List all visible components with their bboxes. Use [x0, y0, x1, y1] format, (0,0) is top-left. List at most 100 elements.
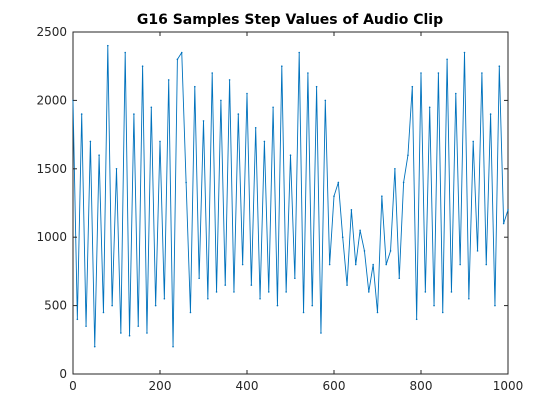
data-point — [372, 263, 374, 266]
data-point — [272, 106, 274, 109]
data-point — [194, 85, 196, 88]
data-point — [98, 154, 100, 156]
data-point — [472, 140, 475, 143]
data-point — [128, 334, 131, 337]
data-point — [93, 345, 96, 348]
data-point — [289, 154, 292, 156]
x-tick-label: 800 — [410, 379, 433, 393]
data-point — [441, 311, 444, 314]
data-point — [133, 113, 135, 115]
data-point — [415, 318, 418, 321]
data-point — [176, 58, 179, 61]
y-tick-label: 2000 — [36, 93, 67, 107]
data-point — [463, 51, 466, 54]
data-point — [446, 58, 448, 61]
data-point — [476, 250, 479, 252]
data-point — [385, 263, 388, 266]
data-point — [80, 113, 83, 115]
data-point — [437, 72, 440, 74]
data-point — [485, 263, 488, 266]
x-tick-label: 0 — [69, 379, 77, 393]
data-point — [159, 140, 161, 143]
x-tick-label: 1000 — [493, 379, 524, 393]
data-point — [250, 284, 253, 286]
data-point — [354, 263, 357, 266]
data-point — [267, 291, 270, 293]
data-point — [150, 106, 153, 109]
data-point — [89, 140, 92, 143]
data-point — [102, 311, 105, 314]
y-tick-label: 1000 — [36, 230, 67, 244]
data-point — [494, 304, 496, 307]
data-point — [233, 291, 235, 293]
data-point — [459, 263, 461, 266]
data-point — [468, 297, 470, 300]
data-point — [111, 304, 113, 307]
data-point — [207, 297, 209, 300]
data-point — [407, 154, 409, 156]
data-point — [450, 291, 453, 293]
data-point — [163, 297, 166, 300]
data-point — [228, 79, 231, 81]
data-point — [394, 168, 396, 170]
data-point — [315, 85, 318, 88]
data-point — [285, 291, 287, 293]
data-point — [346, 284, 348, 286]
x-axis: 0 200 400 600 800 1000 — [69, 32, 523, 393]
data-point — [389, 250, 392, 252]
data-point — [420, 72, 422, 74]
data-point — [281, 65, 283, 67]
series-layer — [72, 44, 509, 348]
data-point — [298, 51, 301, 54]
y-axis: 0 500 1000 1500 2000 2500 — [36, 25, 508, 381]
data-point — [259, 297, 261, 300]
data-point — [302, 311, 305, 314]
plot-area: 0 200 400 600 800 1000 0 500 1000 1500 2000 2500 — [36, 25, 523, 393]
data-point — [359, 229, 361, 232]
data-point — [107, 44, 109, 47]
data-point — [141, 65, 144, 67]
data-point — [337, 181, 340, 184]
data-point — [376, 311, 379, 314]
data-point — [368, 291, 370, 293]
data-point — [424, 291, 427, 293]
data-point — [489, 113, 492, 115]
data-point — [433, 304, 435, 307]
data-point — [124, 51, 126, 54]
data-point — [154, 304, 157, 307]
y-tick-label: 500 — [44, 299, 67, 313]
data-point — [507, 209, 509, 211]
data-point — [263, 140, 266, 143]
x-tick-label: 200 — [149, 379, 172, 393]
data-point — [307, 72, 309, 74]
data-point — [294, 277, 296, 280]
data-point — [224, 284, 227, 286]
data-point — [180, 51, 183, 54]
data-point — [237, 113, 240, 115]
data-point — [172, 345, 174, 348]
data-point — [146, 332, 148, 334]
x-tick-label: 600 — [323, 379, 346, 393]
data-point — [246, 92, 248, 95]
data-point — [411, 85, 414, 88]
data-point — [350, 209, 353, 211]
data-point — [276, 304, 279, 307]
data-point — [498, 65, 501, 67]
axes-box — [72, 31, 509, 375]
data-point — [324, 99, 327, 102]
data-point — [120, 332, 122, 334]
data-point — [241, 263, 244, 266]
y-tick-label: 1500 — [36, 162, 67, 176]
data-point — [185, 181, 187, 184]
y-tick-label: 2500 — [36, 25, 67, 39]
data-point — [137, 325, 140, 327]
data-point — [341, 236, 344, 238]
data-point — [363, 250, 366, 252]
data-point — [254, 126, 257, 129]
data-point — [115, 168, 118, 170]
data-point — [481, 72, 483, 74]
data-point — [76, 318, 79, 321]
data-point — [215, 291, 218, 293]
data-point — [167, 79, 170, 81]
